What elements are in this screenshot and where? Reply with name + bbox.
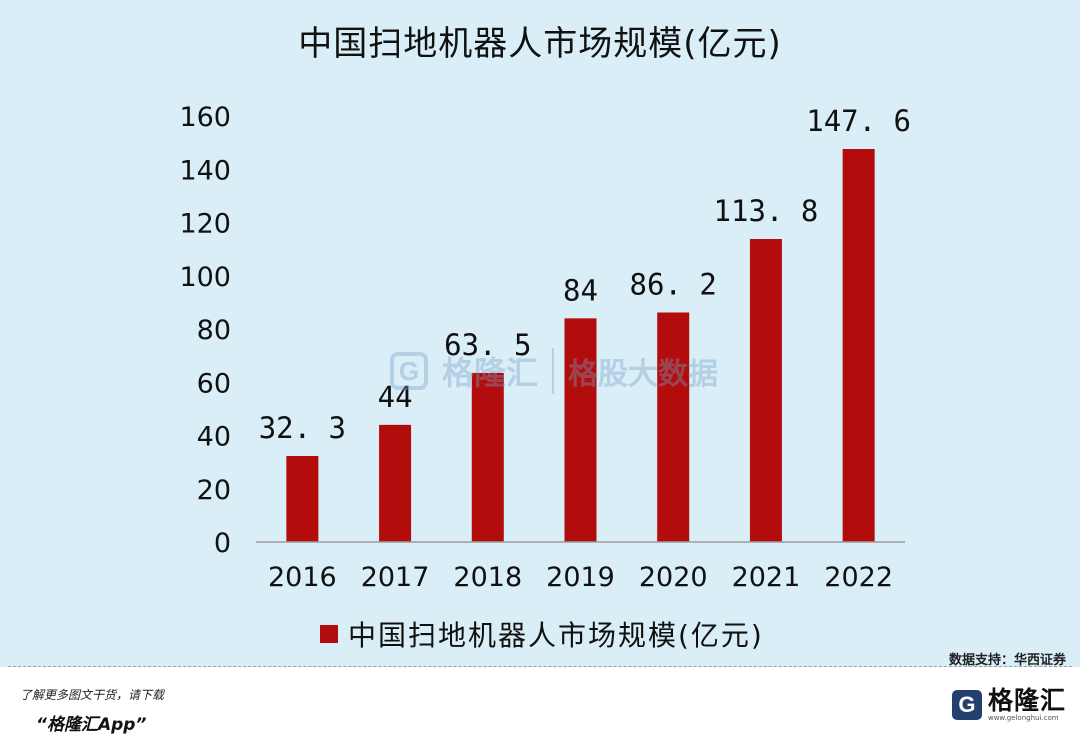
bar-2018 xyxy=(471,372,504,542)
bar-2019 xyxy=(564,318,597,542)
legend: 中国扫地机器人市场规模(亿元) xyxy=(320,614,764,654)
x-tick-label: 2020 xyxy=(639,562,708,593)
chart-title: 中国扫地机器人市场规模(亿元) xyxy=(298,24,782,64)
bar-chart: 0 20 40 60 80 100 120 140 160 32. 3 44 63. 5 84 86. … xyxy=(179,102,911,593)
legend-label: 中国扫地机器人市场规模(亿元) xyxy=(348,619,764,652)
data-label-2019: 84 xyxy=(563,273,598,307)
data-label-2020: 86. 2 xyxy=(630,267,717,301)
source-note: 数据支持：华西证券 xyxy=(948,653,1066,668)
y-tick-label: 80 xyxy=(197,315,231,346)
y-tick-label: 120 xyxy=(179,209,231,240)
data-labels: 32. 3 44 63. 5 84 86. 2 113. 8 147. 6 xyxy=(259,104,911,445)
promo-app-name: “格隆汇App” xyxy=(36,715,147,735)
data-label-2021: 113. 8 xyxy=(714,194,819,228)
y-axis-ticks: 0 20 40 60 80 100 120 140 160 xyxy=(179,102,231,559)
brand-logo-icon: G xyxy=(951,690,982,720)
bar-2020 xyxy=(657,312,690,542)
y-tick-label: 20 xyxy=(197,475,231,506)
y-tick-label: 60 xyxy=(197,368,231,399)
y-tick-label: 0 xyxy=(214,528,231,559)
x-tick-label: 2017 xyxy=(361,562,430,593)
bar-2016 xyxy=(286,456,319,542)
data-label-2018: 63. 5 xyxy=(444,328,531,362)
data-label-2016: 32. 3 xyxy=(259,411,346,445)
promo-text: 了解更多图文干货，请下载 xyxy=(20,688,165,702)
x-axis-ticks: 2016 2017 2018 2019 2020 2021 2022 xyxy=(268,562,893,593)
y-tick-label: 100 xyxy=(179,262,231,293)
bar-2022 xyxy=(842,149,875,542)
x-tick-label: 2021 xyxy=(732,562,801,593)
bar-2017 xyxy=(379,424,412,542)
divider xyxy=(8,666,1072,667)
footer xyxy=(0,667,1080,737)
legend-swatch xyxy=(320,625,338,643)
y-tick-label: 140 xyxy=(179,155,231,186)
x-tick-label: 2022 xyxy=(824,562,893,593)
brand-name: 格隆汇 xyxy=(987,686,1066,715)
brand: G 格隆汇 www.gelonghui.com xyxy=(951,686,1066,722)
data-label-2017: 44 xyxy=(378,380,413,414)
x-tick-label: 2016 xyxy=(268,562,337,593)
data-label-2022: 147. 6 xyxy=(806,104,911,138)
y-tick-label: 40 xyxy=(197,422,231,453)
brand-url: www.gelonghui.com xyxy=(987,714,1059,722)
x-tick-label: 2018 xyxy=(453,562,522,593)
y-tick-label: 160 xyxy=(179,102,231,133)
bar-2021 xyxy=(749,239,782,542)
x-tick-label: 2019 xyxy=(546,562,615,593)
bars xyxy=(286,149,875,542)
